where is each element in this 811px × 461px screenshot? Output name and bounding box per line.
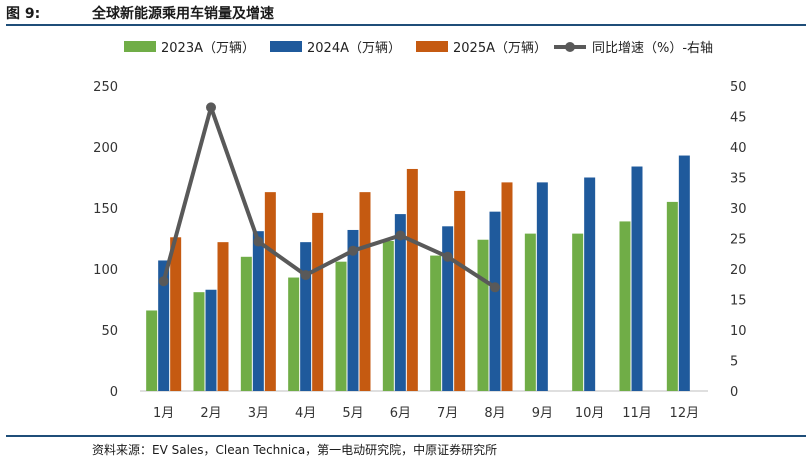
legend-label-1: 2023A（万辆） [161,41,255,56]
bar-1-2 [193,292,205,391]
bar-3-1 [170,237,182,391]
bar-3-3 [264,192,276,391]
left-axis-tick-label: 100 [93,263,118,278]
bar-2-8 [489,211,501,391]
bar-2-10 [584,177,596,391]
bar-2-6 [394,214,406,391]
x-axis-tick-label: 1月 [153,406,174,421]
x-axis-tick-label: 7月 [437,406,458,421]
right-axis-tick-label: 50 [730,80,747,95]
growth-rate-point-6 [395,230,406,241]
bar-1-9 [524,233,536,391]
legend-swatch-3 [416,41,448,52]
x-axis-tick-label: 3月 [248,406,269,421]
bar-1-8 [477,239,489,391]
right-axis-tick-label: 30 [730,202,747,217]
x-axis-tick-label: 10月 [575,406,605,421]
right-axis-tick-label: 5 [730,355,738,370]
right-axis-tick-label: 45 [730,111,747,126]
bar-3-8 [501,182,513,391]
bar-2-9 [536,182,548,391]
source-note: 资料来源：EV Sales，Clean Technica，第一电动研究院，中原证… [92,443,498,457]
left-axis-tick-label: 50 [101,324,118,339]
bar-1-7 [430,255,442,391]
x-axis-tick-label: 2月 [200,406,221,421]
left-axis-tick-label: 250 [93,80,118,95]
x-axis-tick-label: 11月 [622,406,652,421]
right-axis-tick-label: 20 [730,263,747,278]
bar-2-5 [347,229,359,391]
bar-1-5 [335,261,347,391]
x-axis-tick-label: 9月 [532,406,553,421]
bar-2-1 [158,260,170,391]
growth-rate-line [161,105,497,289]
growth-rate-point-4 [300,270,311,281]
growth-rate-point-2 [206,102,216,113]
bar-3-5 [359,192,371,391]
x-axis-tick-label: 5月 [342,406,363,421]
legend-swatch-2 [270,41,302,52]
bar-1-11 [619,221,631,391]
x-axis-tick-label: 6月 [390,406,411,421]
right-axis-tick-label: 10 [730,324,747,339]
bar-2-2 [205,289,217,391]
bar-3-2 [217,242,229,391]
right-axis-tick-label: 40 [730,141,747,156]
x-axis-tick-label: 12月 [670,406,700,421]
bar-2-3 [252,231,264,391]
bar-1-12 [666,201,678,391]
figure-label: 图 9: [6,6,41,22]
bar-1-3 [240,256,252,391]
bar-1-6 [382,240,394,391]
right-axis-tick-label: 25 [730,233,747,248]
growth-rate-point-5 [348,245,358,256]
growth-rate-point-8 [490,282,500,293]
legend-label-3: 2025A（万辆） [453,41,547,56]
right-axis-tick-label: 15 [730,294,747,309]
growth-rate-point-7 [442,251,453,262]
figure-footer: 资料来源：EV Sales，Clean Technica，第一电动研究院，中原证… [6,435,806,457]
bar-2-12 [678,155,690,391]
bar-2-7 [442,226,454,391]
growth-rate-point-3 [253,236,264,247]
bar-3-4 [312,212,324,391]
left-axis-tick-label: 150 [93,202,118,217]
left-axis-tick-label: 200 [93,141,118,156]
bar-1-1 [146,310,158,391]
right-axis-tick-label: 35 [730,172,747,187]
bar-3-6 [406,168,418,391]
legend-line-marker [565,42,575,52]
bar-1-10 [572,233,584,391]
legend-label-4: 同比增速（%）-右轴 [592,41,713,56]
left-axis-tick-label: 0 [110,385,118,400]
legend-swatch-1 [124,41,156,52]
bar-2-4 [300,242,312,391]
growth-rate-point-1 [158,276,169,287]
bar-1-4 [288,277,300,391]
bar-3-7 [454,190,466,391]
right-axis-tick-label: 0 [730,385,738,400]
legend-label-2: 2024A（万辆） [307,41,401,56]
x-axis-tick-label: 8月 [484,406,505,421]
figure-header: 图 9: 全球新能源乘用车销量及增速 [6,2,806,26]
bar-2-11 [631,166,643,391]
chart-title: 全球新能源乘用车销量及增速 [92,6,274,22]
x-axis-tick-label: 4月 [295,406,316,421]
